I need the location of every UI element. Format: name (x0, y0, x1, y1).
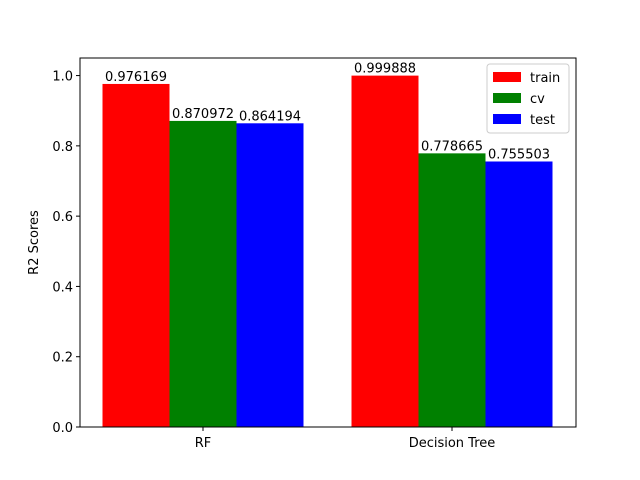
plot-area-frame (79, 57, 577, 428)
y-axis-title: R2 Scores (27, 210, 42, 275)
bar-test-1 (485, 161, 553, 427)
y-tick-label: 0.6 (52, 210, 73, 225)
y-tick-label: 0.8 (52, 140, 73, 155)
axes (79, 57, 577, 428)
bar-value-label-test-1: 0.755503 (488, 147, 550, 162)
y-tick-label: 0.4 (52, 280, 73, 295)
bar-value-labels: 0.976169 0.999888 0.870972 0.778665 0.864194… (105, 62, 550, 163)
legend-label-train: train (530, 71, 560, 86)
y-tick-label: 0.0 (52, 421, 73, 436)
bar-value-label-train-0: 0.976169 (105, 70, 167, 85)
legend-label-test: test (530, 113, 555, 128)
bar-value-label-cv-1: 0.778665 (421, 139, 483, 154)
bar-value-label-test-0: 0.864194 (239, 109, 301, 124)
legend-swatch-test (493, 114, 521, 124)
bar-test-0 (236, 123, 304, 427)
bar-train-1 (351, 75, 419, 428)
bar-value-label-cv-0: 0.870972 (172, 107, 234, 122)
y-axis-ticks: 0.0 0.2 0.4 0.6 0.8 1.0 (52, 70, 80, 436)
bar-cv-0 (169, 120, 237, 427)
y-tick-label: 1.0 (52, 70, 73, 85)
legend: train cv test (486, 63, 570, 134)
x-tick-label-1: Decision Tree (409, 436, 496, 451)
y-tick-label: 0.2 (52, 351, 73, 366)
bar-train-0 (102, 83, 170, 427)
legend-swatch-cv (493, 93, 521, 103)
bar-value-label-train-1: 0.999888 (354, 62, 416, 77)
bars (102, 75, 553, 428)
x-tick-label-0: RF (195, 436, 212, 451)
x-axis-ticks: RF Decision Tree (195, 427, 496, 451)
bar-cv-1 (418, 153, 486, 428)
legend-label-cv: cv (530, 92, 545, 107)
legend-swatch-train (493, 72, 521, 82)
